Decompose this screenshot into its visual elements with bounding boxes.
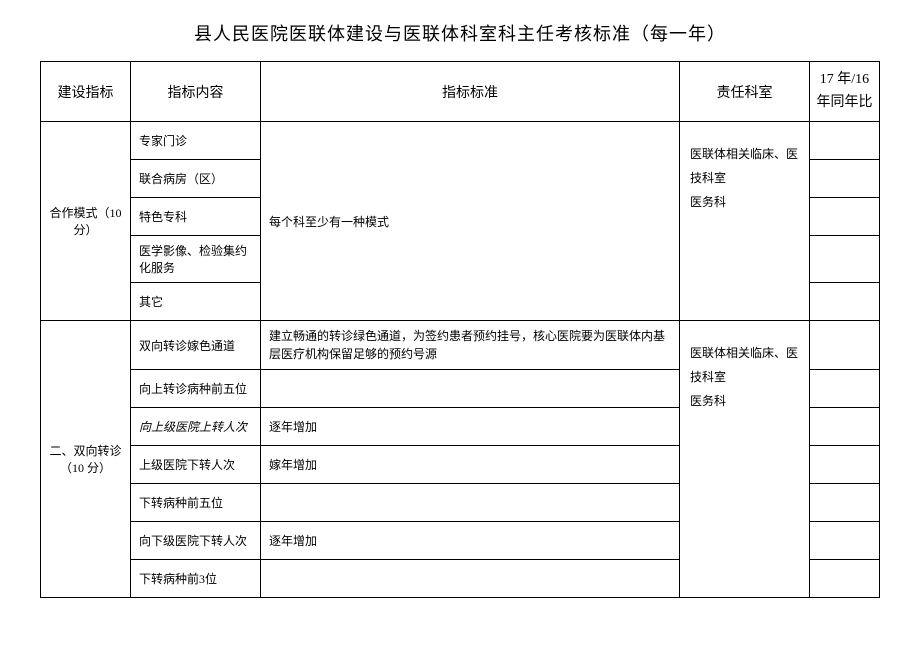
section2-row-content: 上级医院下转人次 <box>131 446 261 484</box>
header-indicator: 建设指标 <box>41 62 131 122</box>
section2-row-content: 向上转诊病种前五位 <box>131 370 261 408</box>
section1-row-content: 医学影像、检验集约化服务 <box>131 236 261 283</box>
section2-ratio <box>810 446 880 484</box>
section2-ratio <box>810 321 880 370</box>
section2-row-content: 向下级医院下转人次 <box>131 522 261 560</box>
header-ratio: 17 年/16年同年比 <box>810 62 880 122</box>
section1-ratio <box>810 283 880 321</box>
section2-row-standard: 建立畅通的转诊绿色通道，为签约患者预约挂号，核心医院要为医联体内基层医疗机构保留… <box>261 321 680 370</box>
table-row: 二、双向转诊（10 分） 双向转诊嫁色通道 建立畅通的转诊绿色通道，为签约患者预… <box>41 321 880 370</box>
header-row: 建设指标 指标内容 指标标准 责任科室 17 年/16年同年比 <box>41 62 880 122</box>
section2-row-content: 下转病种前3位 <box>131 560 261 598</box>
table-row: 合作模式（10 分） 专家门诊 每个科至少有一种模式 医联体相关临床、医技科室医… <box>41 122 880 160</box>
section2-ratio <box>810 560 880 598</box>
header-content: 指标内容 <box>131 62 261 122</box>
section1-ratio <box>810 122 880 160</box>
section2-row-content: 下转病种前五位 <box>131 484 261 522</box>
section2-row-standard: 嫁年增加 <box>261 446 680 484</box>
section1-row-content: 联合病房（区） <box>131 160 261 198</box>
header-standard: 指标标准 <box>261 62 680 122</box>
section1-ratio <box>810 198 880 236</box>
section2-row-standard: 逐年增加 <box>261 522 680 560</box>
section2-row-standard <box>261 370 680 408</box>
header-dept: 责任科室 <box>680 62 810 122</box>
section2-row-content: 向上级医院上转人次 <box>131 408 261 446</box>
section1-row-content: 特色专科 <box>131 198 261 236</box>
section2-row-standard <box>261 484 680 522</box>
section1-standard: 每个科至少有一种模式 <box>261 122 680 321</box>
section2-ratio <box>810 484 880 522</box>
section1-ratio <box>810 236 880 283</box>
section2-row-content: 双向转诊嫁色通道 <box>131 321 261 370</box>
section1-ratio <box>810 160 880 198</box>
section1-indicator: 合作模式（10 分） <box>41 122 131 321</box>
section2-row-standard <box>261 560 680 598</box>
section2-ratio <box>810 370 880 408</box>
section1-row-content: 专家门诊 <box>131 122 261 160</box>
section1-row-content: 其它 <box>131 283 261 321</box>
section2-dept: 医联体相关临床、医技科室医务科 <box>680 321 810 598</box>
page-title: 县人民医院医联体建设与医联体科室科主任考核标准（每一年） <box>40 20 880 46</box>
section2-ratio <box>810 408 880 446</box>
section1-dept: 医联体相关临床、医技科室医务科 <box>680 122 810 321</box>
section2-ratio <box>810 522 880 560</box>
assessment-table: 建设指标 指标内容 指标标准 责任科室 17 年/16年同年比 合作模式（10 … <box>40 61 880 598</box>
section2-row-standard: 逐年增加 <box>261 408 680 446</box>
section2-indicator: 二、双向转诊（10 分） <box>41 321 131 598</box>
